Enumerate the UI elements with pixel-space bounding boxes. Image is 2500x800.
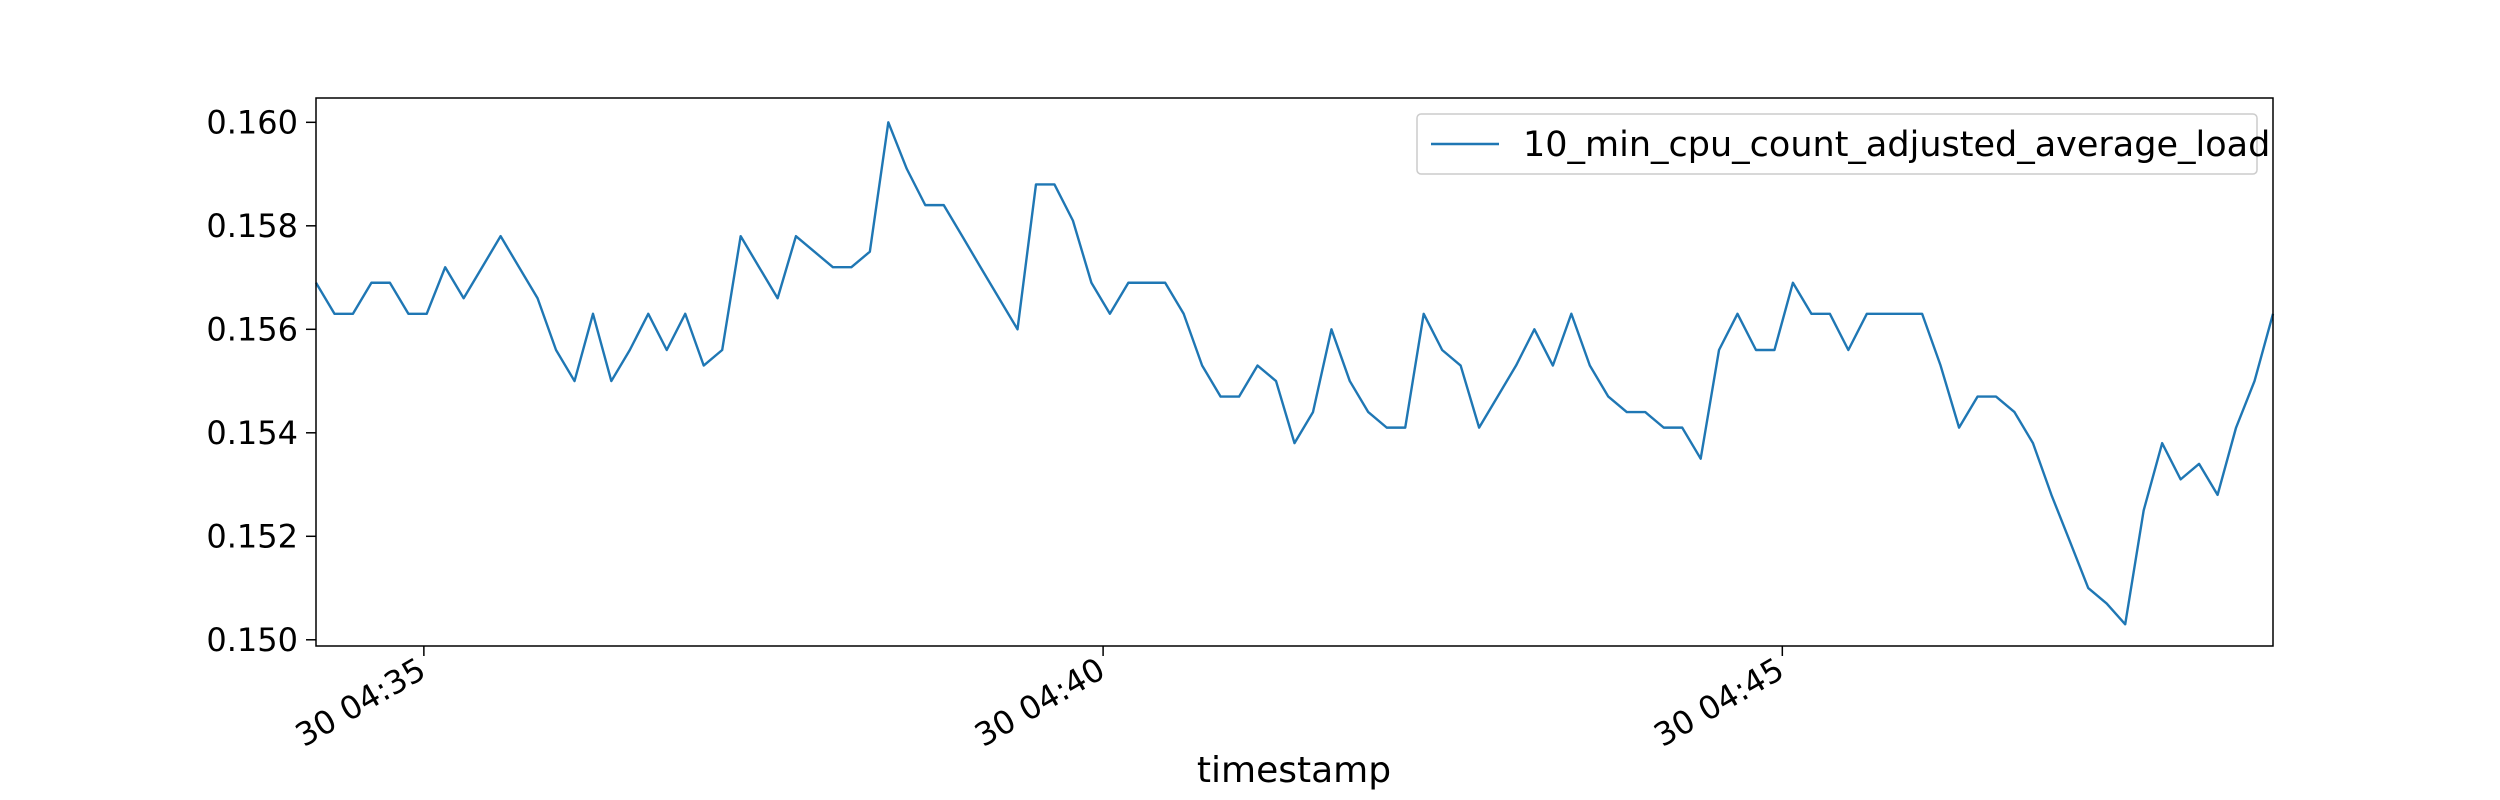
legend-label: 10_min_cpu_count_adjusted_average_load <box>1523 125 2270 165</box>
y-tick-label: 0.158 <box>206 207 298 245</box>
y-tick-label: 0.154 <box>206 414 298 452</box>
y-tick-label: 0.156 <box>206 310 298 348</box>
y-tick-label: 0.160 <box>206 103 298 141</box>
y-tick-label: 0.150 <box>206 621 298 659</box>
y-tick-label: 0.152 <box>206 517 298 555</box>
axes-frame <box>315 97 2274 647</box>
legend-box <box>1416 113 2258 175</box>
x-axis-label: timestamp <box>1197 750 1391 791</box>
line <box>314 121 2275 626</box>
